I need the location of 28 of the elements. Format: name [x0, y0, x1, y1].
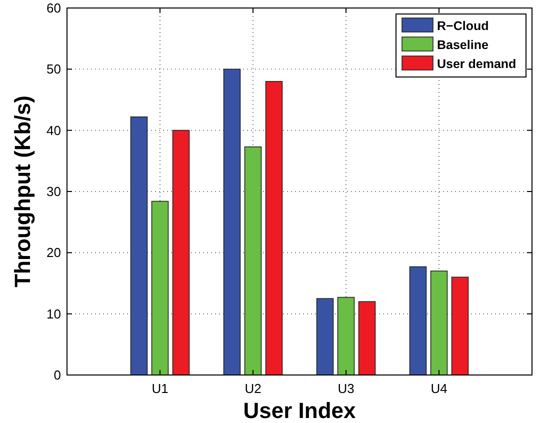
bar [265, 81, 283, 376]
legend-label: User demand [437, 57, 516, 71]
bar [358, 301, 376, 376]
bar [337, 296, 355, 376]
x-tick-label: U2 [244, 381, 262, 396]
y-tick-label: 50 [46, 62, 61, 77]
y-axis-title: Throughput (Kb/s) [10, 96, 35, 288]
bar [430, 270, 448, 376]
bar [451, 276, 469, 376]
y-tick-label: 40 [46, 122, 61, 138]
bar [223, 68, 241, 376]
bar [244, 146, 262, 376]
x-axis-title: User Index [243, 398, 357, 423]
y-tick-label: 20 [46, 245, 61, 260]
bar [409, 266, 427, 376]
x-tick-label: U1 [152, 381, 168, 396]
legend-label: R−Cloud [437, 19, 489, 33]
y-tick-label: 60 [46, 0, 61, 16]
bar [130, 116, 148, 376]
legend-label: Baseline [437, 38, 488, 52]
bar [316, 298, 334, 376]
bar [151, 200, 169, 376]
y-tick-label: 30 [46, 184, 61, 199]
x-tick-label: U3 [338, 381, 354, 396]
y-tick-label: 0 [54, 368, 61, 382]
bar [172, 130, 190, 376]
x-tick-label: U4 [430, 381, 448, 396]
y-tick-label: 10 [46, 306, 61, 322]
